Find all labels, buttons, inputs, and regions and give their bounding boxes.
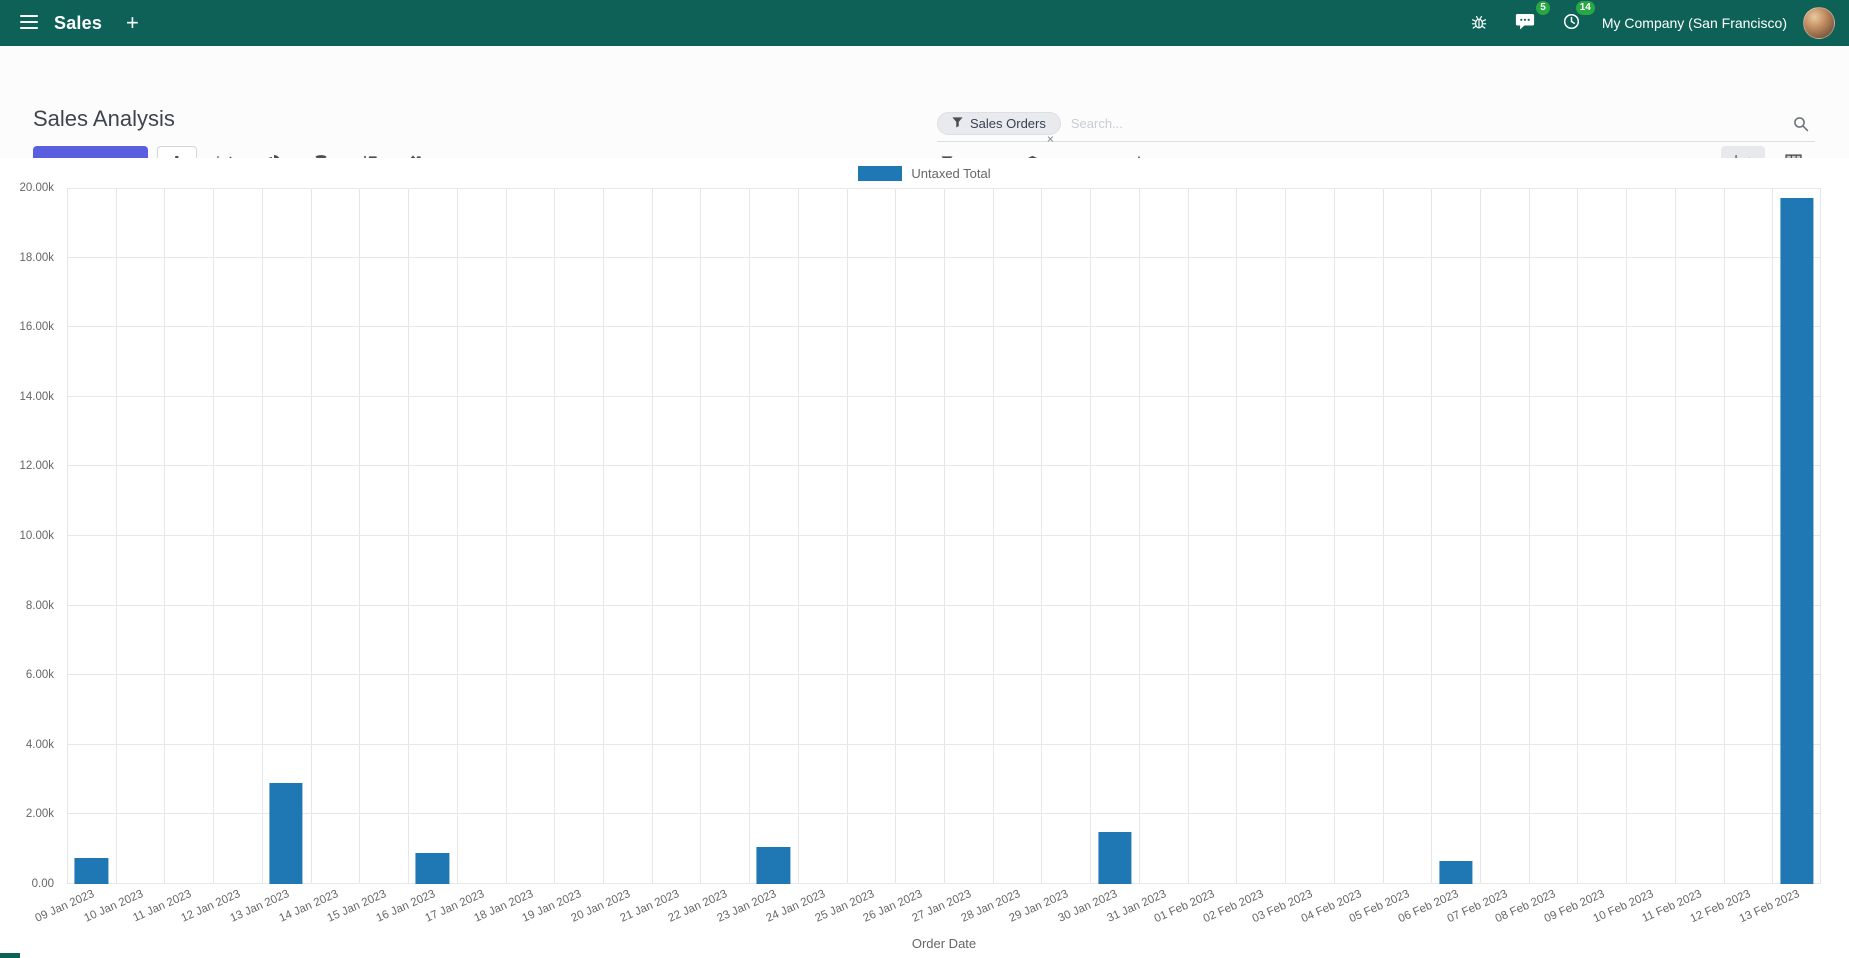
gridline-vertical bbox=[1090, 188, 1092, 884]
y-tick-label: 10.00k bbox=[19, 530, 54, 542]
topbar-left: Sales + bbox=[14, 6, 145, 40]
search-bar[interactable]: Sales Orders × bbox=[937, 110, 1815, 145]
facet-remove-button[interactable]: × bbox=[1046, 132, 1054, 146]
x-axis: 09 Jan 2023 10 Jan 2023 11 Jan 2023 12 Jan … bbox=[34, 884, 1821, 932]
new-tab-button[interactable]: + bbox=[120, 6, 145, 40]
clock-icon bbox=[1563, 13, 1580, 33]
gridline-vertical bbox=[602, 188, 604, 884]
chart-plot bbox=[67, 188, 1821, 884]
gridline-vertical bbox=[164, 188, 166, 884]
gridline-vertical bbox=[554, 188, 556, 884]
top-navbar: Sales + 5 bbox=[0, 0, 1849, 46]
gridline-vertical bbox=[1431, 188, 1433, 884]
gridline-vertical bbox=[359, 188, 361, 884]
y-tick-label: 12.00k bbox=[19, 460, 54, 473]
y-tick-label: 14.00k bbox=[19, 390, 54, 403]
user-avatar[interactable] bbox=[1803, 7, 1835, 39]
search-facet-label: Sales Orders bbox=[970, 116, 1046, 131]
gridline-vertical bbox=[1138, 188, 1140, 884]
y-tick-label: 18.00k bbox=[19, 251, 54, 264]
y-tick-label: 6.00k bbox=[25, 669, 54, 682]
gridline-vertical bbox=[213, 188, 215, 884]
app-name[interactable]: Sales bbox=[54, 12, 103, 33]
bottom-left-accent bbox=[0, 953, 20, 958]
company-switcher[interactable]: My Company (San Francisco) bbox=[1601, 15, 1787, 31]
gridline-vertical bbox=[505, 188, 507, 884]
gridline-vertical bbox=[1479, 188, 1481, 884]
chart-bar[interactable] bbox=[1780, 198, 1814, 884]
page-title: Sales Analysis bbox=[33, 106, 175, 131]
gridline-vertical bbox=[1041, 188, 1043, 884]
chart-bar[interactable] bbox=[74, 857, 108, 884]
topbar-right: 5 14 My Company (San Francisco) bbox=[1465, 0, 1835, 40]
gridline-vertical bbox=[944, 188, 945, 884]
gridline-vertical bbox=[700, 188, 702, 884]
gridline-vertical bbox=[651, 188, 653, 884]
y-tick-label: 4.00k bbox=[25, 738, 54, 751]
chart-bar[interactable] bbox=[1097, 831, 1132, 884]
chart-bar[interactable] bbox=[756, 847, 791, 884]
gridline-vertical bbox=[797, 188, 799, 884]
sales-analysis-chart: Untaxed Total 0.00 2.00k 4.00k 6.00k 8.00k 10… bbox=[0, 158, 1849, 958]
activities-button[interactable]: 14 bbox=[1557, 1, 1595, 39]
gridline-vertical bbox=[67, 188, 68, 884]
chart-bar[interactable] bbox=[269, 783, 303, 884]
legend-swatch bbox=[858, 166, 903, 181]
gridline-vertical bbox=[456, 188, 458, 884]
gridline-vertical bbox=[846, 188, 848, 884]
y-tick-label: 8.00k bbox=[25, 599, 54, 612]
search-facet[interactable]: Sales Orders × bbox=[937, 112, 1061, 145]
gridline-vertical bbox=[1285, 188, 1287, 884]
legend-label: Untaxed Total bbox=[911, 166, 991, 181]
gridline-vertical bbox=[310, 188, 312, 884]
gridline-vertical bbox=[1577, 188, 1579, 884]
chat-bubble-icon bbox=[1515, 13, 1535, 34]
gridline-vertical bbox=[1674, 188, 1676, 884]
gridline-vertical bbox=[1528, 188, 1530, 884]
hamburger-icon bbox=[20, 14, 38, 32]
filter-facet-icon bbox=[952, 116, 963, 131]
gridline-vertical bbox=[1382, 188, 1384, 884]
activities-count-badge: 14 bbox=[1575, 1, 1595, 15]
gridline-vertical bbox=[1626, 188, 1628, 884]
x-axis-title: Order Date bbox=[911, 936, 977, 951]
debug-button[interactable] bbox=[1465, 8, 1493, 39]
chart-bar[interactable] bbox=[1439, 861, 1473, 884]
gridline-vertical bbox=[408, 188, 410, 884]
search-input[interactable] bbox=[1070, 116, 1793, 131]
search-icon[interactable] bbox=[1793, 116, 1809, 132]
gridline-vertical bbox=[1187, 188, 1189, 884]
bug-icon bbox=[1471, 14, 1487, 33]
y-axis: 0.00 2.00k 4.00k 6.00k 8.00k 10.00k 12.00k 14.0… bbox=[0, 182, 60, 890]
messages-count-badge: 5 bbox=[1536, 0, 1550, 15]
messages-button[interactable]: 5 bbox=[1509, 0, 1550, 40]
gridline-vertical bbox=[1723, 188, 1725, 884]
y-tick-label: 0.00 bbox=[31, 878, 54, 890]
y-tick-label: 20.00k bbox=[19, 182, 54, 194]
gridline-vertical bbox=[1236, 188, 1238, 884]
y-tick-label: 16.00k bbox=[19, 321, 54, 334]
gridline-vertical bbox=[115, 188, 117, 884]
apps-menu-button[interactable] bbox=[14, 9, 44, 38]
gridline-vertical bbox=[1820, 188, 1821, 884]
y-tick-label: 2.00k bbox=[25, 808, 54, 821]
control-panel: Sales Analysis Sales Orders × MEASURES bbox=[0, 46, 1849, 180]
chart-legend[interactable]: Untaxed Total bbox=[0, 166, 1849, 181]
gridline-vertical bbox=[749, 188, 751, 884]
chart-bar[interactable] bbox=[415, 852, 449, 884]
gridline-vertical bbox=[1772, 188, 1774, 884]
gridline-vertical bbox=[895, 188, 897, 884]
gridline-vertical bbox=[1333, 188, 1335, 884]
gridline-vertical bbox=[261, 188, 263, 884]
gridline-vertical bbox=[992, 188, 994, 884]
